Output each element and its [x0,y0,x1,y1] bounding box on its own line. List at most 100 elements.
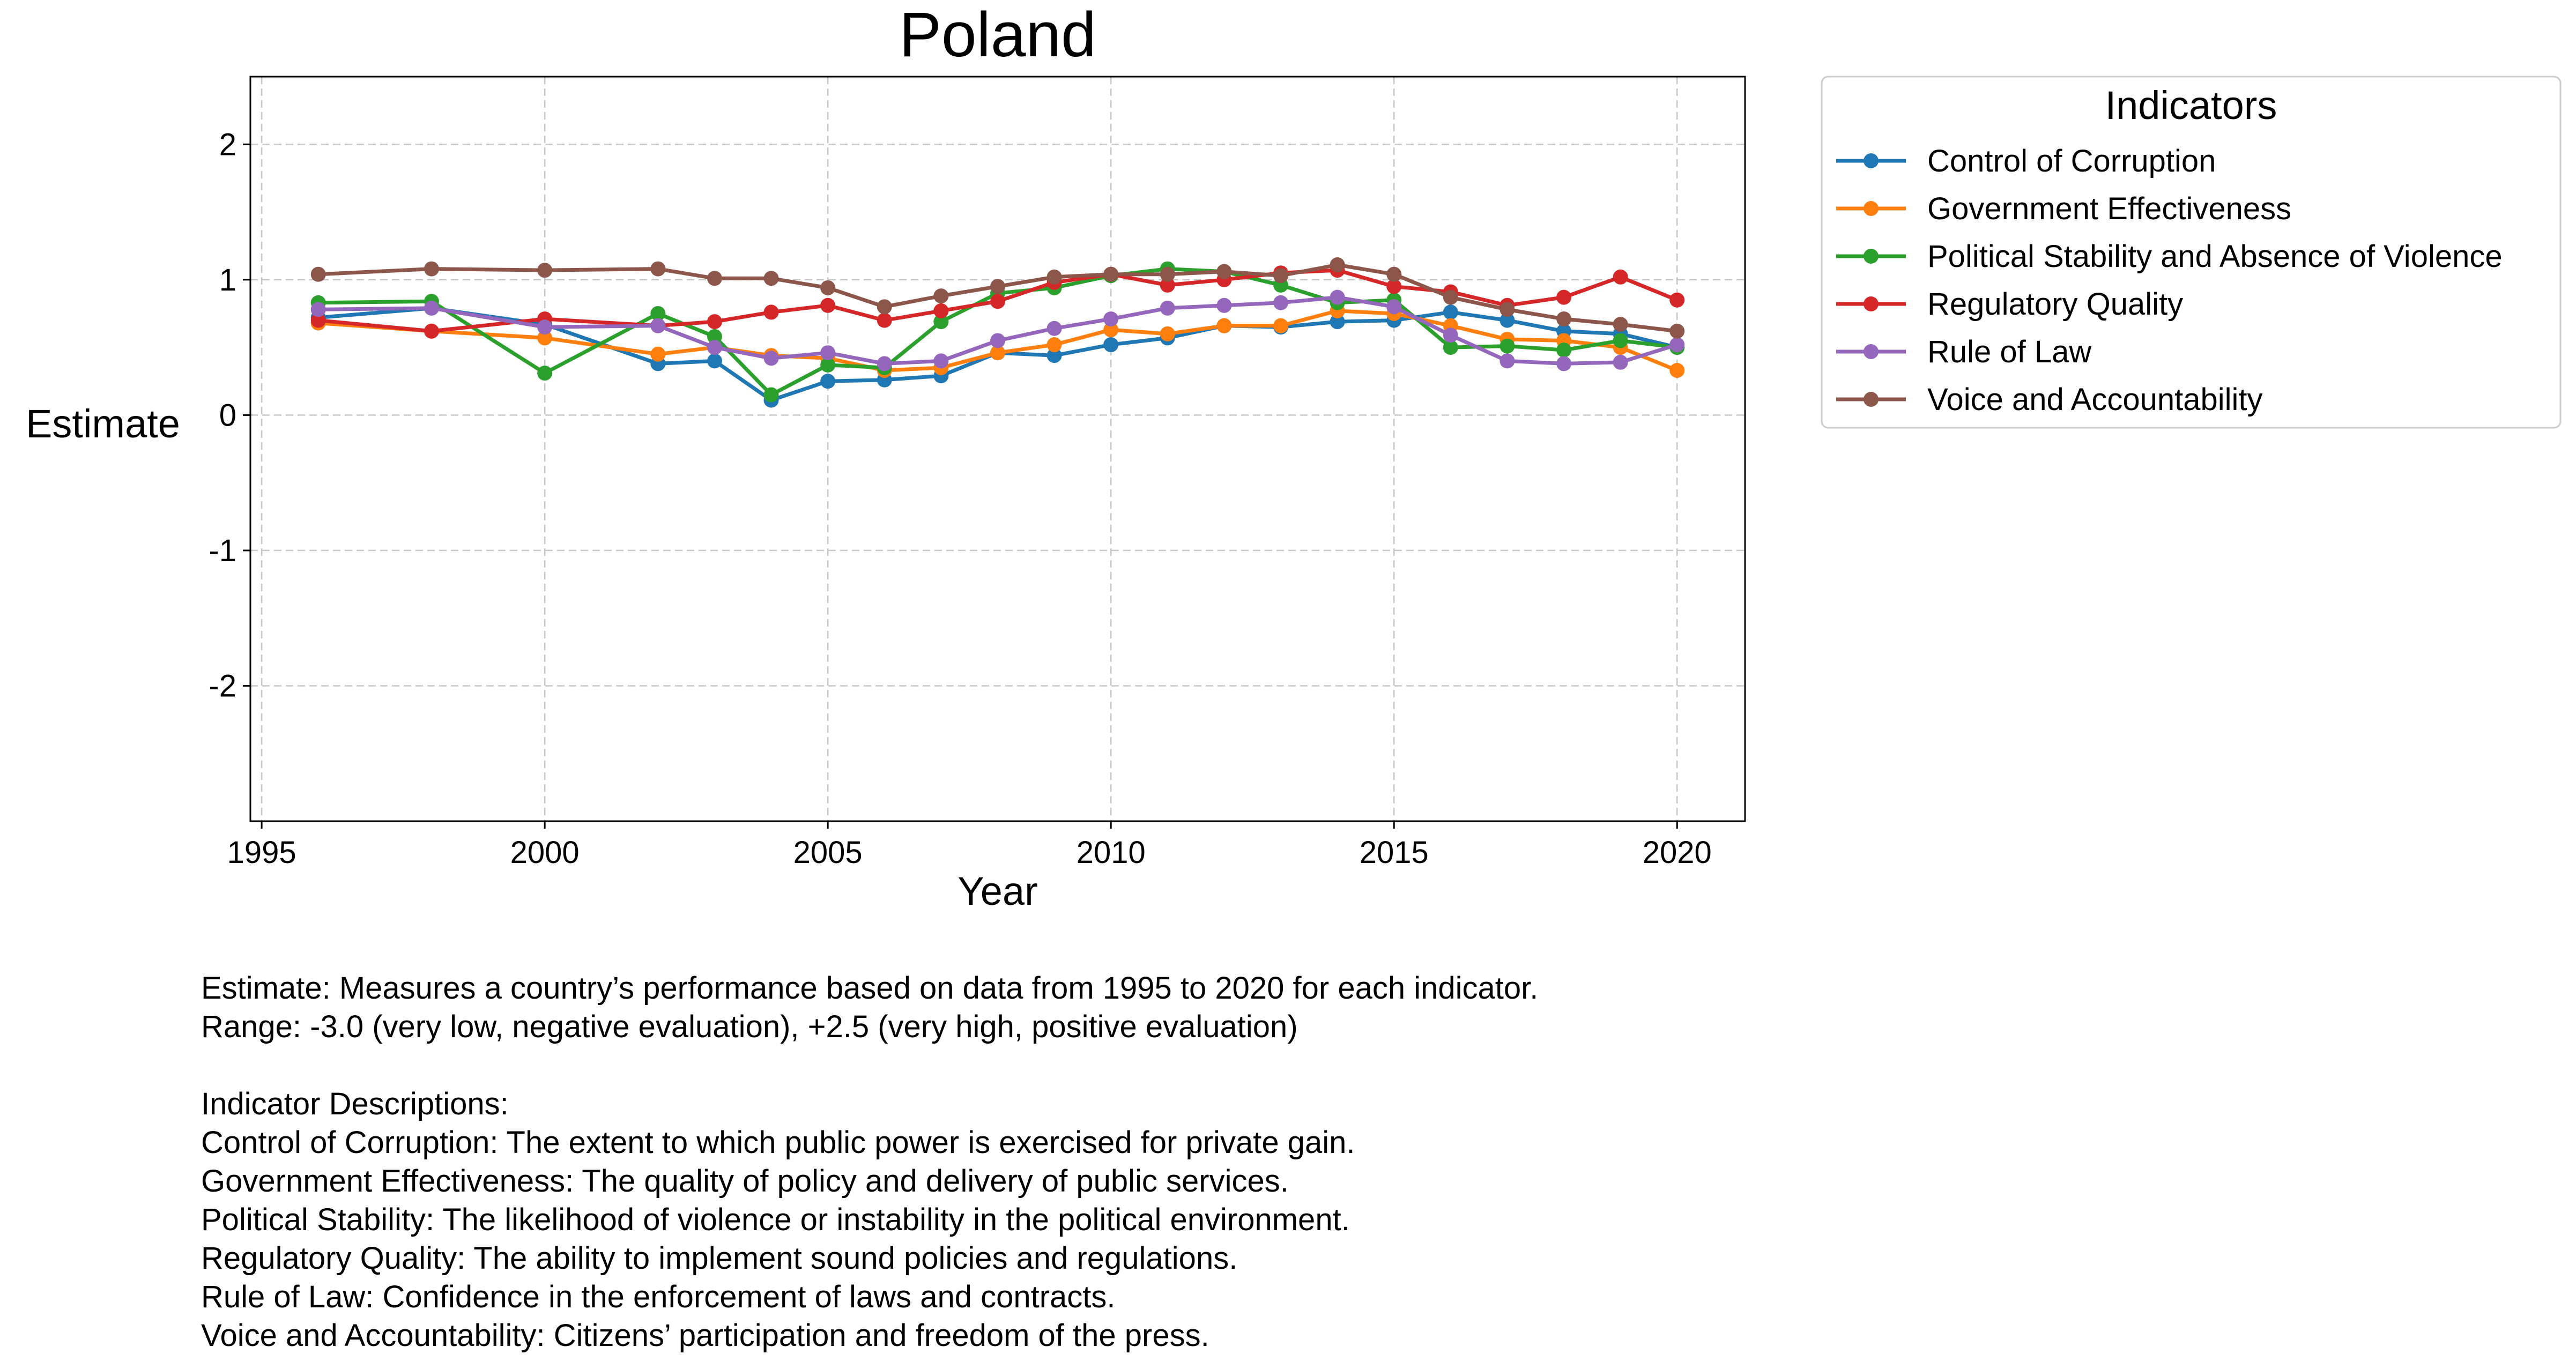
data-point [310,302,326,317]
data-point [1613,354,1628,370]
data-point [1330,289,1345,305]
description-voice-and-accountability: Voice and Accountability: Citizens’ part… [201,1318,1209,1353]
data-point [877,356,892,371]
x-tick-label: 2010 [1077,835,1146,870]
legend-item: Rule of Law [1836,334,2092,369]
legend-item: Control of Corruption [1836,144,2216,178]
data-point [650,318,666,333]
chart-notes: Estimate: Measures a country’s performan… [201,969,1538,1355]
data-point [1103,337,1119,353]
legend-marker [1864,344,1879,359]
data-point [933,288,949,304]
data-point [1103,322,1119,338]
data-point [1046,348,1062,363]
legend-marker [1864,249,1879,264]
data-point [1556,343,1572,358]
data-point [1160,266,1175,282]
data-point [763,271,779,286]
data-point [1273,318,1289,333]
y-axis-ticks: 2 1 0 -1 -2 [209,127,250,703]
data-point [1669,363,1685,378]
legend-marker [1864,153,1879,168]
data-point [1330,257,1345,273]
series-line [318,309,1678,373]
data-point [1273,268,1289,284]
legend-marker [1864,201,1879,216]
legend-item: Voice and Accountability [1836,382,2263,417]
estimate-note: Estimate: Measures a country’s performan… [201,971,1539,1006]
series-group [310,263,1685,339]
legend-label: Government Effectiveness [1927,191,2291,226]
range-note: Range: -3.0 (very low, negative evaluati… [201,1009,1298,1044]
data-point [537,319,553,335]
description-regulatory-quality: Regulatory Quality: The ability to imple… [201,1241,1238,1276]
chart-title: Poland [899,0,1096,70]
legend-marker [1864,392,1879,407]
data-point [1386,299,1402,315]
data-point [763,304,779,320]
data-point [1273,295,1289,310]
y-tick-label: -1 [209,533,236,568]
description-political-stability: Political Stability: The likelihood of v… [201,1202,1350,1237]
plot-frame [249,76,1746,822]
data-point [1330,314,1345,330]
data-point [1613,269,1628,285]
legend-item: Regulatory Quality [1836,287,2183,322]
data-point [537,330,553,346]
data-point [1499,313,1515,328]
x-tick-label: 2015 [1360,835,1429,870]
legend-item: Political Stability and Absence of Viole… [1836,239,2503,274]
data-point [1613,333,1628,348]
data-point [990,345,1005,361]
data-point [933,314,949,330]
legend-label: Regulatory Quality [1927,287,2183,322]
series-line [318,306,1678,403]
data-point [537,263,553,278]
legend-frame [1821,76,2562,429]
data-point [1103,311,1119,327]
y-tick-label: 2 [219,127,236,162]
data-point [707,329,722,344]
series-group [310,289,1685,371]
data-point [424,323,439,339]
series-group [310,257,1685,339]
data-point [1216,318,1232,333]
data-point [1216,297,1232,313]
x-tick-label: 2005 [793,835,863,870]
data-point [1669,292,1685,308]
legend-label: Rule of Law [1927,334,2092,369]
series-line [318,263,1677,333]
data-point [537,366,553,381]
data-point [763,351,779,366]
series-line [318,295,1678,366]
data-point [1386,279,1402,294]
data-point [1613,317,1628,332]
data-point [310,266,326,282]
data-point [1103,266,1119,282]
data-point [820,357,836,373]
y-tick-label: -2 [209,668,236,703]
data-point [933,353,949,369]
data-point [1046,321,1062,336]
data-point [877,313,892,328]
data-point [650,346,666,362]
legend: Indicators Control of Corruption Governme… [1821,76,2562,429]
data-point [933,303,949,318]
description-control-of-corruption: Control of Corruption: The extent to whi… [201,1125,1355,1160]
data-point [424,300,439,316]
data-point [1556,289,1572,305]
data-point [707,353,722,369]
data-point [990,294,1005,309]
data-point [1046,269,1062,285]
data-point [707,271,722,286]
data-point [707,314,722,330]
data-point [820,345,836,361]
y-tick-label: 0 [219,398,236,433]
y-tick-label: 1 [219,263,236,297]
data-point [1443,340,1458,355]
x-tick-label: 2000 [510,835,580,870]
description-rule-of-law: Rule of Law: Confidence in the enforceme… [201,1279,1116,1314]
data-point [820,374,836,389]
data-point [1216,264,1232,279]
data-point [1160,300,1175,316]
